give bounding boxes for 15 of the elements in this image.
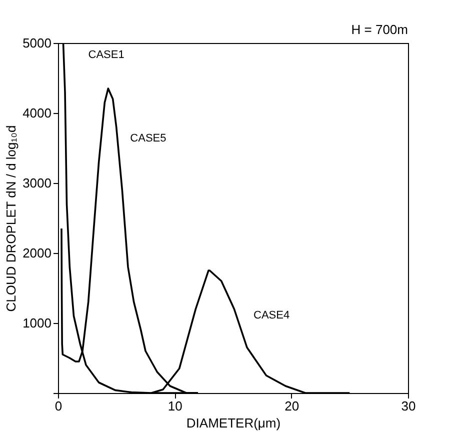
- y-tick-label: 4000: [22, 106, 52, 120]
- y-tick-label: 3000: [22, 176, 52, 190]
- series-label: CASE5: [130, 132, 166, 144]
- x-tick-label: 0: [54, 398, 62, 414]
- y-axis-title: CLOUD DROPLET dN / d log₁₀d: [4, 125, 19, 312]
- x-tick-label: 20: [284, 398, 300, 414]
- y-tick-label: 1000: [22, 316, 52, 330]
- y-tick-label: 5000: [22, 36, 52, 50]
- text: CASE1: [88, 49, 124, 61]
- series-label: CASE4: [254, 310, 290, 322]
- x-axis-title: DIAMETER(μm): [186, 416, 281, 430]
- y-tick-label: 2000: [22, 246, 52, 260]
- x-tick-label: 30: [401, 398, 416, 414]
- x-tick-label: 10: [168, 398, 182, 414]
- text: H = 700m: [351, 22, 408, 37]
